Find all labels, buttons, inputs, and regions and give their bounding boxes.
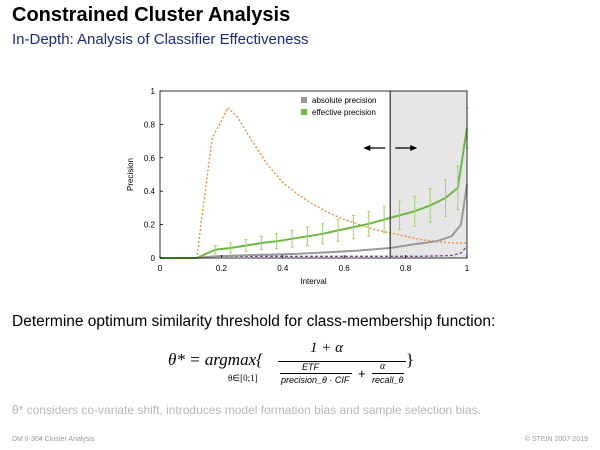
formula-den-left-line [280,373,352,374]
formula-numerator: 1 + α [310,340,343,356]
series-line-1 [160,184,468,259]
y-tick-label: 1 [151,87,156,96]
x-axis-label: Interval [300,277,326,286]
formula-main-fraction-line [278,361,406,362]
formula-den-right-line [372,373,404,374]
precision-chart: 0 0.2 0.4 0.6 0.8 1 0 0.2 0.4 0.6 0.8 1 Interval Prec… [126,87,470,286]
left-arrow-head [363,145,371,151]
shaded-region [390,91,467,258]
footer-course: DM II-304 Cluster Analysis [12,436,95,443]
optimum-threshold-formula: θ* = argmax{ θ∈[0;1] 1 + α ETF precision… [0,340,600,394]
slide-subtitle: In-Depth: Analysis of Classifier Effecti… [12,31,309,48]
y-axis-label: Precision [126,158,135,191]
y-tick-label: 0 [151,254,156,263]
bias-note: θ* considers co-variate shift, introduce… [12,403,481,417]
formula-subscript: θ∈[0;1] [228,373,258,383]
x-tick-label: 1 [465,264,470,273]
x-tick-label: 0.6 [339,264,351,273]
formula-den-right-bottom: recall_θ [372,375,404,385]
x-tick-label: 0 [158,264,163,273]
series-line-3 [160,106,467,259]
formula-close-brace: } [406,350,415,369]
legend-swatch-effective [301,109,307,115]
legend-label-effective: effective precision [312,108,376,117]
y-tick-label: 0.2 [144,221,156,230]
formula-den-left-bottom: precision_θ · CIF [281,375,350,385]
x-tick-label: 0.2 [216,264,228,273]
formula-den-right-top: α [380,361,386,372]
footer-copyright: © STEIN 2007-2019 [524,436,588,443]
x-tick-label: 0.8 [400,264,412,273]
slide-title: Constrained Cluster Analysis [12,4,291,26]
right-arrow-head [410,145,418,151]
y-tick-label: 0.8 [144,120,156,129]
plot-frame [159,90,468,259]
formula-lhs: θ* = argmax{ [168,350,263,369]
y-tick-label: 0.4 [144,187,156,196]
x-tick-label: 0.4 [277,264,289,273]
statement-text: Determine optimum similarity threshold f… [12,313,496,330]
formula-den-plus: + [358,366,366,381]
legend-label-absolute: absolute precision [312,96,376,105]
formula-den-left-top: ETF [302,362,319,372]
legend-swatch-absolute [301,97,307,103]
series-line-2 [160,127,468,259]
y-tick-label: 0.6 [144,154,156,163]
